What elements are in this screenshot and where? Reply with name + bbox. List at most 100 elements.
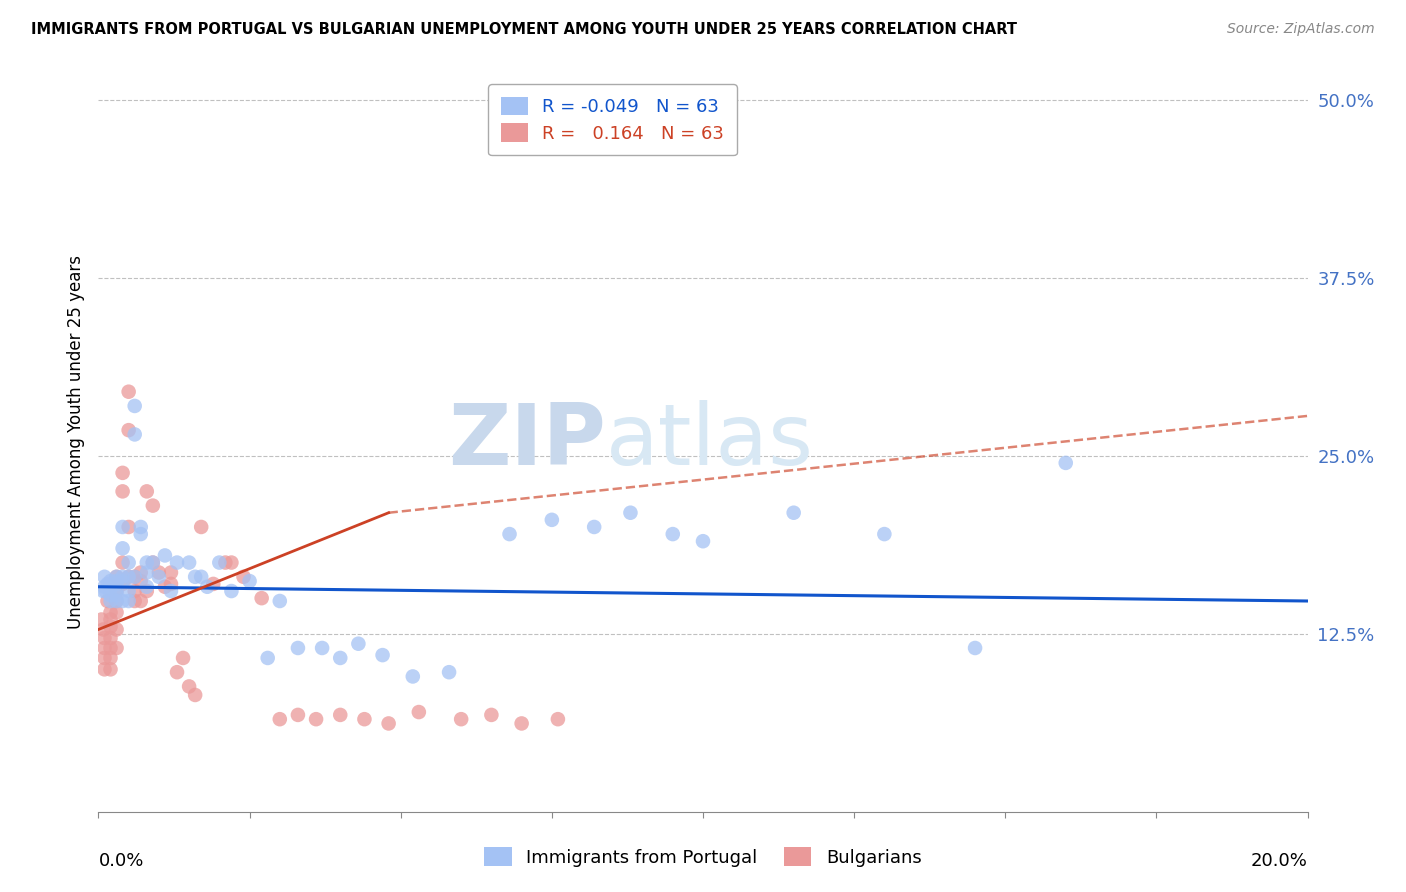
Point — [118, 520, 141, 534]
Point — [111, 466, 134, 480]
Point — [111, 570, 134, 584]
Point — [148, 566, 170, 580]
Point — [873, 527, 896, 541]
Point — [510, 716, 533, 731]
Point — [93, 580, 115, 594]
Point — [371, 648, 394, 662]
Legend: R = -0.049   N = 63, R =   0.164   N = 63: R = -0.049 N = 63, R = 0.164 N = 63 — [488, 84, 737, 155]
Point — [105, 588, 128, 602]
Point — [111, 574, 134, 588]
Point — [179, 556, 201, 570]
Point — [166, 556, 188, 570]
Point — [142, 556, 165, 570]
Point — [124, 399, 146, 413]
Point — [481, 707, 503, 722]
Point — [221, 556, 243, 570]
Point — [160, 566, 183, 580]
Point — [100, 662, 122, 676]
Point — [135, 584, 157, 599]
Point — [124, 570, 146, 584]
Point — [190, 570, 212, 584]
Point — [202, 577, 225, 591]
Text: Source: ZipAtlas.com: Source: ZipAtlas.com — [1227, 22, 1375, 37]
Text: 0.0%: 0.0% — [98, 853, 143, 871]
Point — [661, 527, 683, 541]
Text: atlas: atlas — [606, 400, 814, 483]
Point — [256, 651, 278, 665]
Point — [311, 640, 333, 655]
Point — [208, 556, 231, 570]
Point — [111, 556, 134, 570]
Point — [118, 584, 141, 599]
Point — [135, 556, 157, 570]
Point — [91, 623, 114, 637]
Point — [105, 570, 128, 584]
Point — [184, 570, 207, 584]
Legend: Immigrants from Portugal, Bulgarians: Immigrants from Portugal, Bulgarians — [477, 840, 929, 874]
Point — [93, 570, 115, 584]
Point — [214, 556, 236, 570]
Point — [547, 712, 569, 726]
Point — [96, 594, 118, 608]
Point — [1054, 456, 1077, 470]
Point — [100, 631, 122, 645]
Point — [100, 588, 122, 602]
Point — [305, 712, 328, 726]
Point — [105, 574, 128, 588]
Point — [269, 594, 291, 608]
Point — [221, 584, 243, 599]
Point — [100, 594, 122, 608]
Point — [124, 570, 146, 584]
Point — [118, 594, 141, 608]
Point — [135, 484, 157, 499]
Point — [100, 606, 122, 620]
Point — [129, 527, 152, 541]
Point — [153, 549, 176, 563]
Point — [100, 619, 122, 633]
Point — [90, 613, 112, 627]
Point — [965, 640, 987, 655]
Point — [111, 484, 134, 499]
Point — [105, 640, 128, 655]
Point — [190, 520, 212, 534]
Point — [129, 566, 152, 580]
Point — [353, 712, 375, 726]
Text: 20.0%: 20.0% — [1251, 853, 1308, 871]
Point — [269, 712, 291, 726]
Point — [100, 651, 122, 665]
Point — [105, 584, 128, 599]
Point — [166, 665, 188, 680]
Point — [118, 570, 141, 584]
Point — [96, 577, 118, 591]
Point — [91, 584, 114, 599]
Point — [142, 499, 165, 513]
Point — [118, 384, 141, 399]
Point — [450, 712, 472, 726]
Point — [105, 594, 128, 608]
Point — [692, 534, 714, 549]
Point — [111, 541, 134, 556]
Point — [783, 506, 806, 520]
Point — [142, 556, 165, 570]
Point — [540, 513, 562, 527]
Point — [93, 640, 115, 655]
Point — [179, 680, 201, 694]
Point — [100, 580, 122, 594]
Point — [232, 570, 254, 584]
Point — [148, 570, 170, 584]
Point — [583, 520, 606, 534]
Point — [105, 577, 128, 591]
Point — [100, 613, 122, 627]
Point — [94, 584, 117, 599]
Point — [118, 556, 141, 570]
Point — [105, 623, 128, 637]
Point — [93, 631, 115, 645]
Point — [347, 637, 370, 651]
Point — [250, 591, 273, 606]
Point — [287, 640, 309, 655]
Point — [124, 594, 146, 608]
Point — [118, 423, 141, 437]
Point — [129, 574, 152, 588]
Point — [105, 584, 128, 599]
Point — [377, 716, 399, 731]
